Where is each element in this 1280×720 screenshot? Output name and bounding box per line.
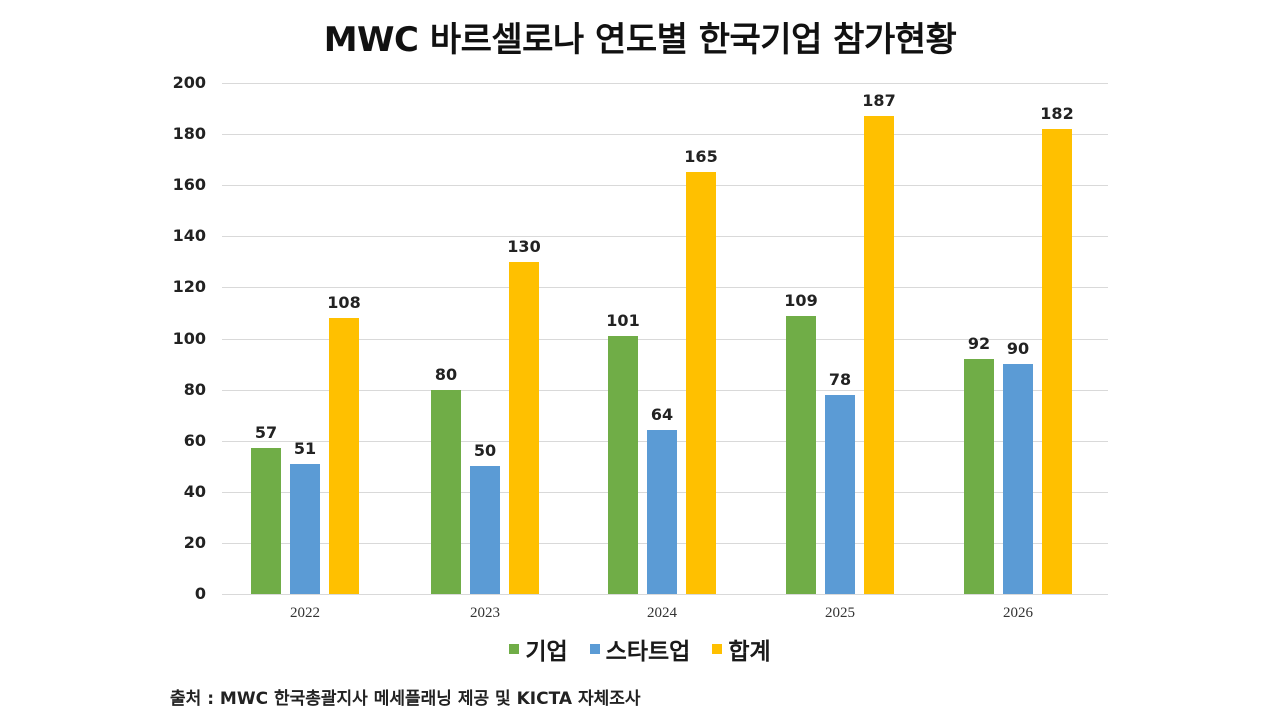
data-label: 108 bbox=[327, 293, 361, 313]
data-label: 90 bbox=[1006, 339, 1030, 359]
y-tick-label: 160 bbox=[172, 175, 206, 195]
data-label: 51 bbox=[293, 438, 317, 458]
data-label: 130 bbox=[507, 236, 541, 256]
y-tick-label: 200 bbox=[172, 73, 206, 92]
data-label: 80 bbox=[434, 364, 458, 384]
data-label: 182 bbox=[1040, 103, 1074, 123]
gridline bbox=[222, 389, 1108, 391]
bar-2022-series-0 bbox=[251, 448, 281, 594]
data-label: 165 bbox=[684, 147, 718, 167]
gridline bbox=[222, 134, 1108, 136]
gridline bbox=[222, 236, 1108, 238]
gridline bbox=[222, 594, 1108, 595]
data-label: 187 bbox=[862, 91, 896, 111]
y-tick-label: 40 bbox=[183, 481, 206, 501]
data-label: 57 bbox=[254, 423, 278, 443]
data-label: 92 bbox=[967, 333, 991, 353]
bar-2026-series-2 bbox=[1042, 129, 1072, 594]
y-tick-label: 180 bbox=[172, 124, 206, 144]
y-tick-label: 140 bbox=[172, 226, 206, 246]
x-tick-label: 2023 bbox=[470, 605, 500, 621]
legend-label: 합계 bbox=[728, 639, 771, 665]
data-label: 64 bbox=[650, 405, 674, 425]
data-label: 50 bbox=[473, 441, 497, 461]
x-tick-label: 2025 bbox=[825, 605, 855, 621]
legend-swatch-icon bbox=[712, 644, 723, 654]
gridline bbox=[222, 338, 1108, 340]
bar-2023-series-1 bbox=[470, 466, 500, 594]
bar-2023-series-2 bbox=[509, 261, 539, 594]
plot-area: 57 51 108 80 50 130 101 64 165 109 78 187 92 90 182 bbox=[222, 83, 1108, 595]
gridline bbox=[222, 287, 1108, 289]
bar-2024-series-0 bbox=[608, 335, 638, 594]
chart-title: MWC 바르셀로나 연도별 한국기업 참가현황 bbox=[323, 20, 957, 60]
legend-label: 기업 bbox=[525, 639, 568, 665]
gridline bbox=[222, 185, 1108, 187]
legend-swatch-icon bbox=[589, 644, 600, 654]
x-tick-label: 2022 bbox=[290, 605, 320, 621]
gridline bbox=[222, 83, 1108, 84]
bar-2026-series-1 bbox=[1003, 364, 1033, 594]
y-tick-label: 60 bbox=[183, 430, 206, 450]
bar-2025-series-1 bbox=[825, 394, 855, 594]
bar-2025-series-0 bbox=[786, 315, 816, 594]
legend: 기업 스타트업 합계 bbox=[0, 632, 1280, 666]
y-tick-label: 0 bbox=[194, 584, 206, 603]
bar-2023-series-0 bbox=[431, 389, 461, 594]
legend-item: 기업 bbox=[509, 632, 568, 666]
bar-2026-series-0 bbox=[964, 358, 994, 594]
y-tick-label: 80 bbox=[183, 379, 206, 399]
bar-2022-series-2 bbox=[329, 318, 359, 594]
data-label: 101 bbox=[606, 310, 640, 330]
bar-2022-series-1 bbox=[290, 463, 320, 594]
y-tick-label: 120 bbox=[172, 277, 206, 297]
legend-item: 스타트업 bbox=[589, 632, 691, 666]
legend-label: 스타트업 bbox=[605, 639, 691, 665]
data-label: 78 bbox=[828, 369, 852, 389]
y-tick-label: 100 bbox=[172, 328, 206, 348]
legend-item: 합계 bbox=[712, 632, 771, 666]
data-label: 109 bbox=[784, 290, 818, 310]
bar-2024-series-1 bbox=[647, 430, 677, 594]
source-note: 출처 : MWC 한국총괄지사 메세플래닝 제공 및 KICTA 자체조사 bbox=[170, 689, 641, 709]
bar-2025-series-2 bbox=[864, 116, 894, 594]
y-tick-label: 20 bbox=[183, 532, 206, 552]
x-tick-label: 2024 bbox=[647, 605, 677, 621]
legend-swatch-icon bbox=[509, 644, 520, 654]
bar-2024-series-2 bbox=[686, 172, 716, 594]
x-tick-label: 2026 bbox=[1003, 605, 1033, 621]
